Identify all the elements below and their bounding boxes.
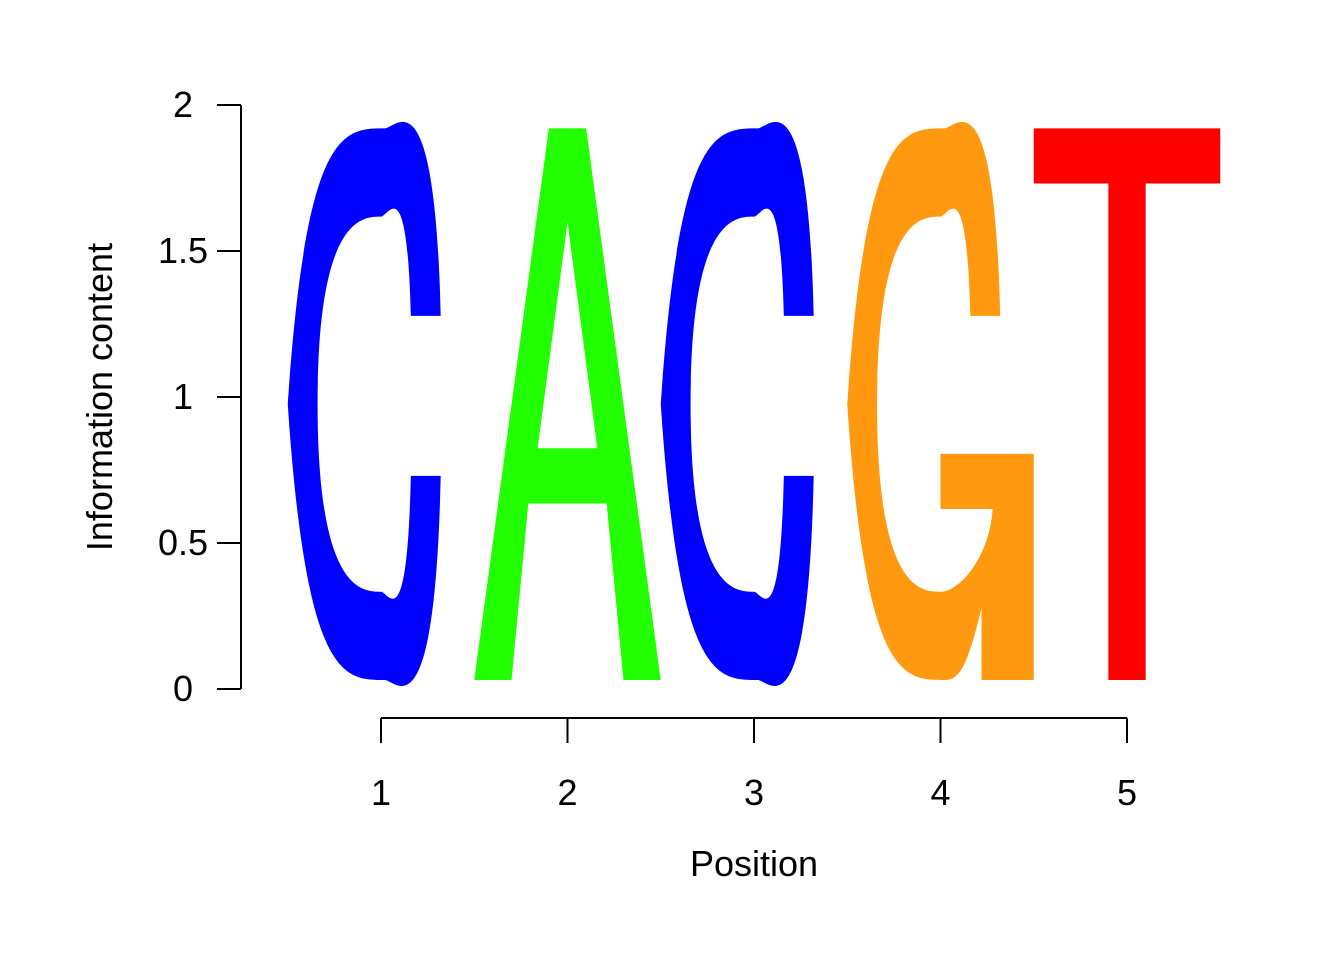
x-axis: 1 2 3 4 5 (371, 717, 1137, 813)
x-tick-label: 4 (930, 772, 950, 813)
logo-letter-g (847, 121, 1034, 680)
y-tick-label: 1.5 (158, 230, 208, 271)
y-tick-label: 0.5 (158, 522, 208, 563)
logo-letter-c (660, 121, 814, 686)
logo-letter-a (474, 128, 661, 681)
x-axis-title: Position (690, 843, 818, 884)
y-axis: 0 0.5 1 1.5 2 (158, 84, 242, 709)
x-tick-label: 3 (744, 772, 764, 813)
x-tick-label: 2 (557, 772, 577, 813)
logo-letters (287, 121, 1221, 686)
x-tick-label: 1 (371, 772, 391, 813)
y-tick-label: 2 (173, 84, 193, 125)
logo-letter-c (287, 121, 441, 686)
x-tick-label: 5 (1117, 772, 1137, 813)
logo-letter-t (1033, 128, 1221, 681)
y-tick-label: 1 (173, 376, 193, 417)
y-axis-title: Information content (79, 243, 120, 551)
y-tick-label: 0 (173, 668, 193, 709)
